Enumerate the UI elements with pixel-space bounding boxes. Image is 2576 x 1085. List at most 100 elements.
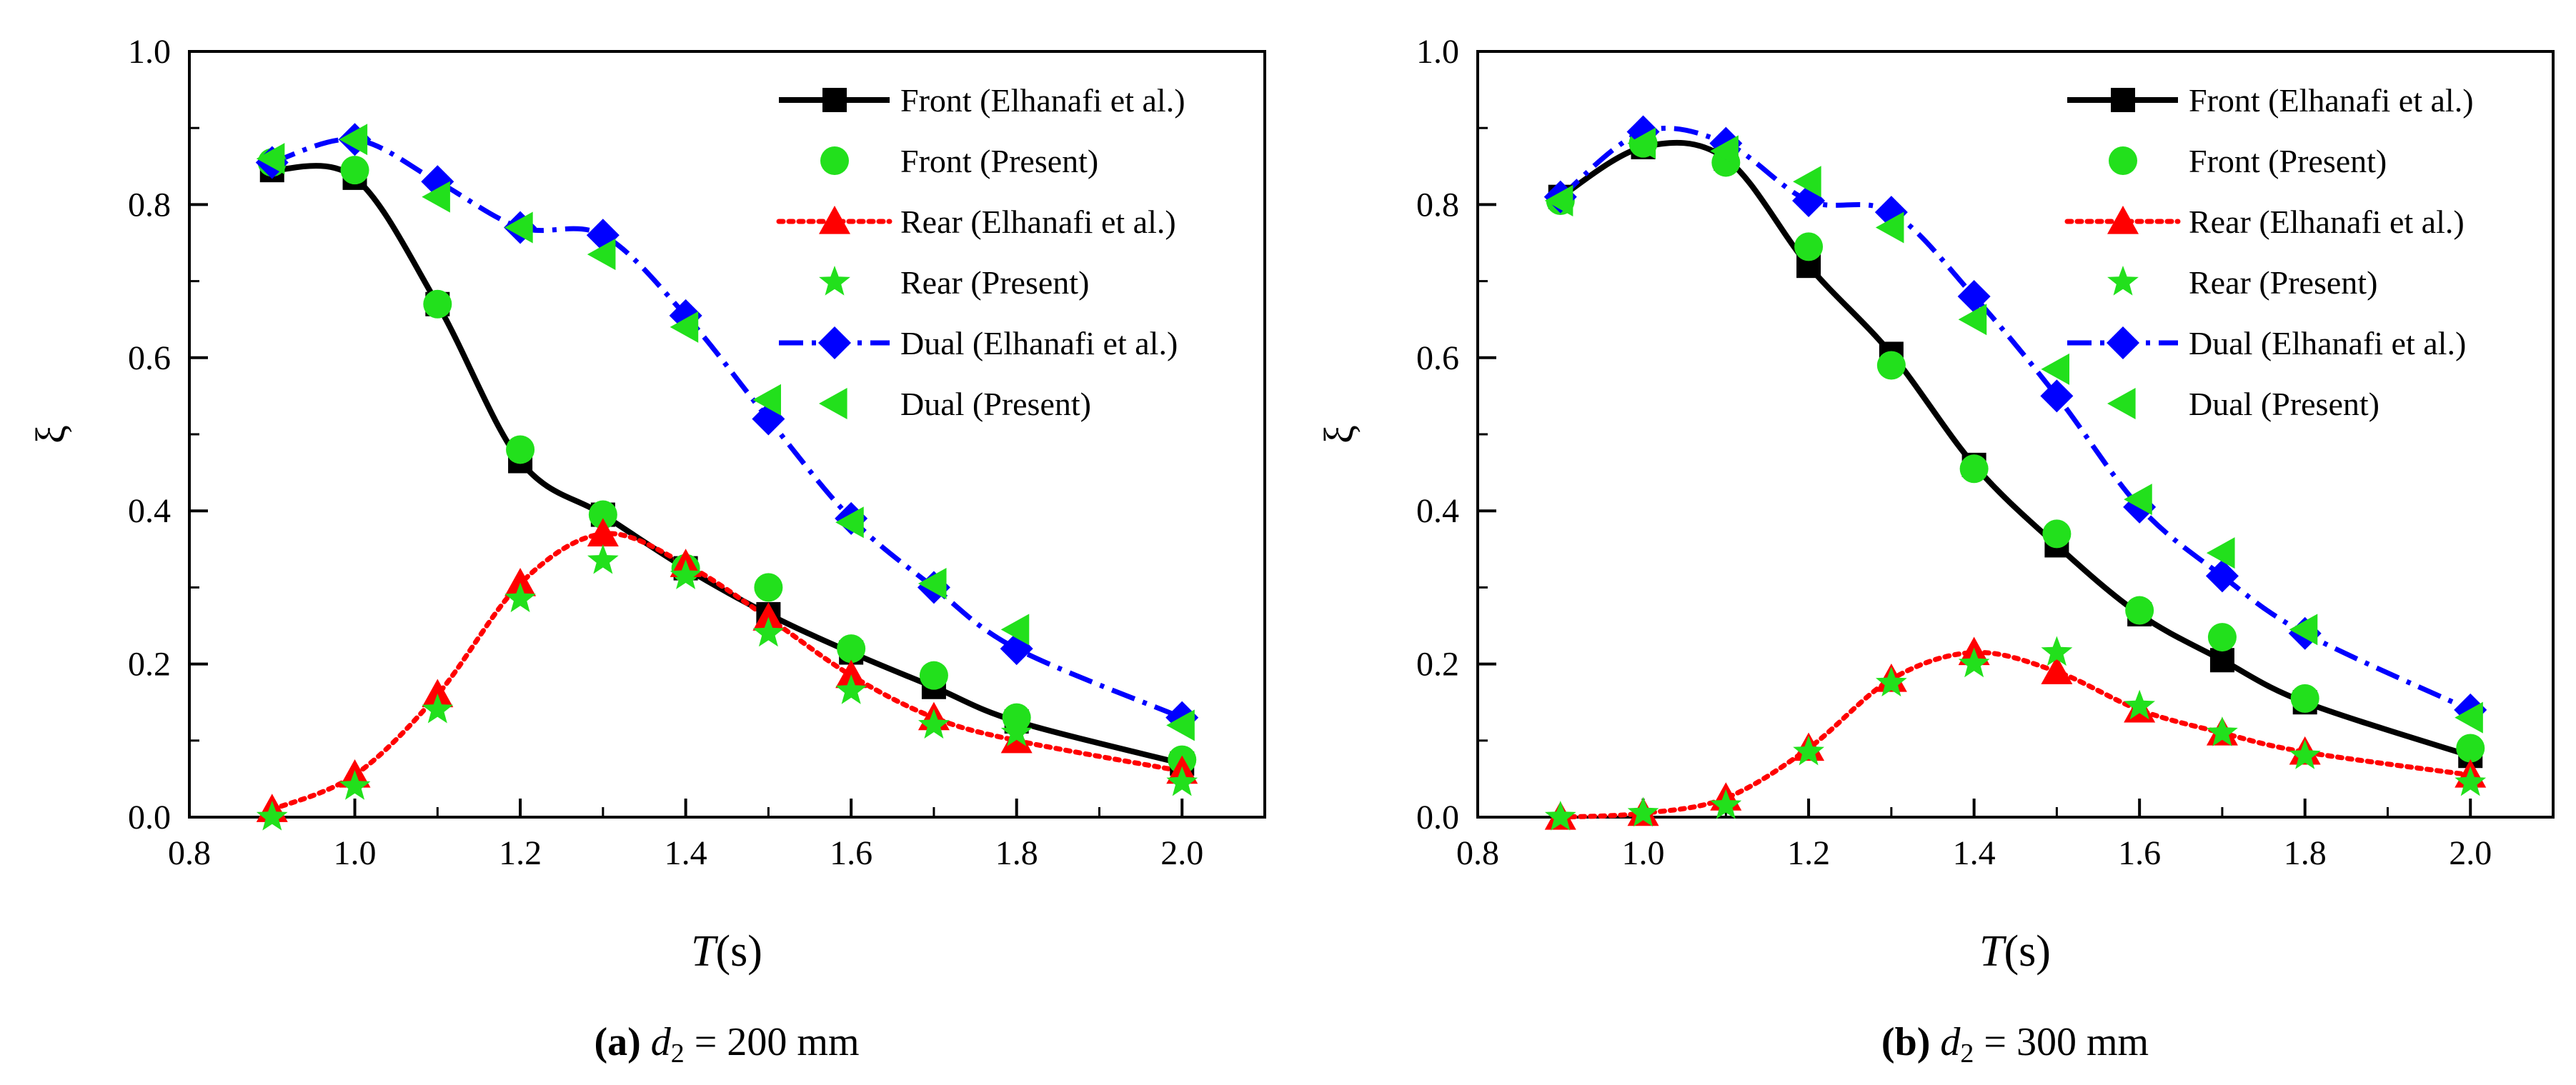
x-tick-label: 1.0 [1622,834,1665,872]
x-axis-symbol: T [1979,927,2007,976]
x-axis-unit: (s) [716,927,762,976]
panel-caption-sub: 2 [671,1039,685,1069]
y-tick-labels: 0.0 0.2 0.4 0.6 0.8 1.0 [1416,33,1459,836]
legend-label: Dual (Elhanafi et al.) [900,325,1178,361]
data-point-star [2207,716,2238,746]
legend-marker-star [819,266,850,296]
data-point-star [1710,789,1742,819]
data-point-circle [1876,351,1906,380]
chart-panel-a: 0.8 1.0 1.2 1.4 1.6 1.8 2.0 0.0 0.2 0.4 … [27,33,1266,1069]
y-tick-label: 0.0 [1416,799,1459,836]
data-point-circle [2290,684,2319,713]
data-point-circle [506,435,535,464]
legend-label: Rear (Elhanafi et al.) [2189,204,2465,240]
legend-label: Front (Elhanafi et al.) [2189,82,2474,119]
x-tick-label: 1.2 [1787,834,1830,872]
data-point-triangle-left [256,143,285,175]
data-point-star [1876,666,1907,696]
data-point-triangle-left [835,506,864,539]
x-axis-label: T(s) [691,927,762,976]
legend-label: Dual (Present) [900,386,1091,422]
data-point-star [1000,716,1033,746]
legend-marker-triangle-up [819,206,850,234]
x-tick-label: 1.4 [1953,834,1996,872]
chart-panel-b: 0.8 1.0 1.2 1.4 1.6 1.8 2.0 0.0 0.2 0.4 … [1316,33,2555,1069]
legend-label: Front (Present) [900,143,1098,179]
data-point-triangle-left [2041,353,2069,385]
x-tick-label: 0.8 [168,834,211,872]
data-point-star [2455,766,2487,796]
data-point-star [1793,735,1824,766]
data-point-triangle-left [504,211,533,244]
legend-label: Dual (Elhanafi et al.) [2189,325,2466,361]
data-point-circle [1794,232,1824,261]
legend-label: Rear (Present) [2189,264,2377,301]
data-point-triangle-up [752,602,785,631]
data-point-star [1544,801,1576,831]
x-tick-label: 0.8 [1456,834,1499,872]
y-tick-label: 1.0 [1416,33,1459,71]
legend-marker-circle [820,146,849,175]
data-point-star [1958,647,1990,678]
data-point-circle [2456,734,2485,763]
data-point-circle [423,289,452,319]
x-axis-unit: (s) [2004,927,2051,976]
data-point-triangle-left [2206,537,2235,569]
data-point-triangle-left [670,311,699,343]
legend-label: Rear (Present) [900,264,1089,301]
data-point-star [918,709,950,739]
legend-marker-square [2111,88,2135,112]
data-point-triangle-left [422,181,450,213]
panel-caption-rest: = 200 mm [695,1020,860,1064]
x-tick-label: 2.0 [1160,834,1203,872]
x-tick-labels: 0.8 1.0 1.2 1.4 1.6 1.8 2.0 [168,834,1203,872]
data-point-star [256,801,288,831]
legend-marker-triangle-up [2107,206,2139,234]
data-point-triangle-left [339,124,368,156]
data-point-triangle-up [422,679,454,708]
data-point-star [587,544,619,574]
legend-label: Dual (Present) [2189,386,2379,422]
panel-caption: (a) d2 = 200 mm [595,1020,860,1069]
data-point-square [2209,648,2234,673]
data-point-triangle-up [587,518,619,546]
y-tick-label: 0.6 [1416,339,1459,377]
legend-marker-triangle-left [819,388,847,419]
legend-marker-square [822,88,847,112]
panel-caption: (b) d2 = 300 mm [1881,1020,2149,1069]
data-point-triangle-up [504,568,537,596]
data-point-circle [2042,519,2072,549]
data-point-circle [754,573,783,602]
data-point-star [752,616,785,647]
data-point-diamond [1957,280,1991,314]
legend-label: Front (Present) [2189,143,2387,179]
panel-caption-sub: 2 [1960,1039,1974,1069]
data-point-triangle-left [2289,614,2318,646]
legend: Front (Elhanafi et al.) Front (Present) Re… [776,82,1185,422]
data-point-triangle-left [1166,709,1195,741]
y-axis-label: ξ [27,425,74,444]
data-point-circle [837,634,866,664]
panel-caption-rest: = 300 mm [1984,1020,2149,1064]
data-point-diamond [2040,379,2074,413]
y-tick-label: 0.8 [128,186,171,224]
legend-label: Front (Elhanafi et al.) [900,82,1185,119]
x-tick-label: 1.8 [995,834,1038,872]
x-tick-label: 2.0 [2449,834,2492,872]
legend-marker-triangle-left [2107,388,2136,419]
data-point-star [422,693,454,724]
y-tick-label: 0.2 [1416,646,1459,684]
legend-marker-star [2107,266,2139,296]
data-point-triangle-left [2455,701,2483,734]
x-tick-labels: 0.8 1.0 1.2 1.4 1.6 1.8 2.0 [1456,834,2492,872]
data-point-triangle-left [752,384,781,416]
data-point-triangle-left [1958,304,1987,336]
legend-marker-circle [2109,146,2137,175]
y-tick-label: 0.2 [128,646,171,684]
legend: Front (Elhanafi et al.) Front (Present) Re… [2064,82,2474,422]
data-point-triangle-up [2041,656,2073,684]
data-point-star [1166,766,1198,796]
data-point-star [835,674,867,704]
data-point-star [2124,689,2155,720]
